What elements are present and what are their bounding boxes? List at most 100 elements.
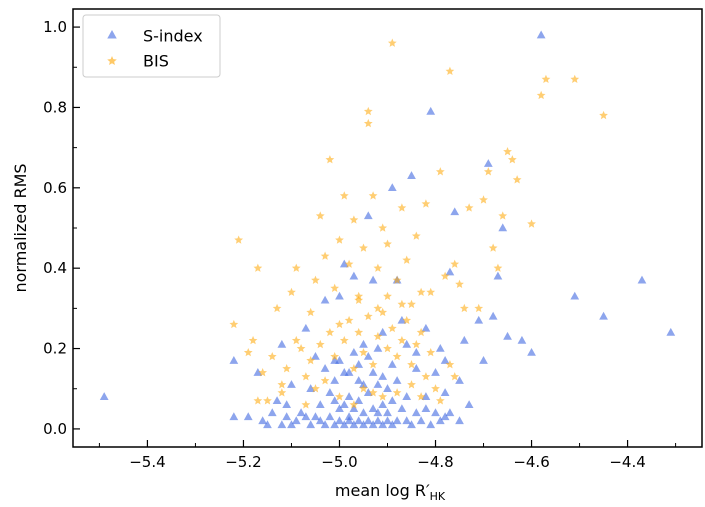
bis-point [359, 347, 368, 357]
s-index-point [320, 420, 330, 429]
s-index-point [411, 408, 421, 417]
bis-point [354, 327, 364, 337]
s-index-point [493, 271, 503, 280]
s-index-point [483, 159, 493, 167]
s-index-point [397, 315, 407, 324]
s-index-point [263, 420, 272, 429]
bis-point [450, 372, 460, 381]
bis-point [450, 259, 460, 268]
bis-point [325, 155, 335, 164]
bis-point [368, 360, 378, 369]
s-index-point [503, 331, 512, 340]
s-index-point [291, 416, 301, 425]
bis-point [291, 335, 301, 345]
bis-point [387, 38, 397, 47]
s-index-point [349, 271, 359, 280]
s-index-point [450, 207, 460, 216]
s-index-point [277, 420, 287, 429]
s-index-point [349, 404, 359, 413]
bis-point [387, 323, 397, 333]
y-tick-label: 0.8 [43, 98, 67, 116]
s-index-point [311, 412, 320, 421]
bis-point [373, 331, 383, 341]
s-index-point [387, 183, 397, 192]
bis-point [368, 191, 378, 200]
s-index-point [311, 351, 320, 360]
bis-point [527, 219, 536, 228]
s-index-point [392, 376, 402, 384]
bis-point [320, 251, 330, 260]
s-index-point [363, 388, 373, 396]
bis-point [373, 263, 383, 272]
s-index-point [320, 364, 330, 372]
bis-point [383, 343, 392, 353]
bis-point [330, 283, 340, 292]
s-index-point [306, 384, 316, 392]
bis-point [325, 327, 335, 337]
s-index-point [378, 327, 388, 336]
bis-point [277, 380, 287, 389]
s-index-point [344, 416, 354, 425]
bis-point [455, 279, 464, 288]
s-index-point [445, 267, 455, 276]
legend-markers [107, 30, 117, 66]
s-index-point [666, 327, 676, 336]
bis-point [306, 307, 316, 317]
s-index-point [431, 368, 440, 376]
s-index-point [301, 412, 311, 421]
s-index-point [344, 412, 354, 421]
y-tick-label: 0.4 [43, 259, 67, 277]
bis-point [407, 360, 416, 369]
bis-point [378, 392, 388, 401]
s-index-point [272, 396, 282, 405]
s-index-point [339, 259, 349, 268]
bis-point [296, 343, 306, 353]
bis-point [416, 327, 426, 337]
bis-point [479, 195, 488, 204]
s-index-point [99, 392, 109, 400]
bis-point [378, 223, 388, 232]
s-index-point [411, 347, 421, 356]
y-tick-label: 0.0 [43, 420, 67, 438]
s-index-point [363, 211, 373, 220]
x-axis-label: mean log R′HK [335, 481, 446, 503]
bis-point [344, 315, 354, 325]
bis-point [464, 203, 474, 212]
s-index-point [383, 384, 392, 392]
s-index-point [455, 376, 464, 384]
bis-point [426, 287, 436, 297]
bis-point [248, 335, 258, 345]
bis-point [277, 388, 287, 397]
bis-point [426, 347, 436, 357]
bis-point [253, 396, 263, 405]
bis-point [397, 335, 407, 345]
s-index-point [445, 408, 455, 417]
s-index-point [387, 360, 397, 368]
s-index-point [498, 223, 508, 232]
bis-point [440, 271, 450, 280]
y-tick-label: 0.6 [43, 179, 67, 197]
bis-point [253, 263, 263, 272]
bis-point [363, 118, 373, 128]
s-index-point [570, 291, 580, 300]
bis-point [445, 360, 455, 369]
bis-point [335, 319, 344, 329]
bis-point [315, 339, 325, 349]
bis-point [397, 299, 407, 309]
bis-point [301, 400, 311, 409]
s-index-point [479, 356, 488, 364]
s-index-point [339, 400, 349, 409]
bis-point [378, 307, 388, 317]
s-index-point [421, 404, 431, 413]
bis-point [368, 388, 378, 397]
bis-point [243, 347, 253, 357]
s-index-point [306, 420, 316, 429]
s-index-point [282, 400, 292, 409]
s-index-point [368, 368, 378, 376]
s-index-point [378, 420, 388, 429]
s-index-point [373, 416, 383, 425]
bis-point [311, 384, 320, 393]
y-axis-label: normalized RMS [11, 163, 30, 292]
bis-point [407, 380, 416, 389]
s-index-point [426, 420, 436, 429]
